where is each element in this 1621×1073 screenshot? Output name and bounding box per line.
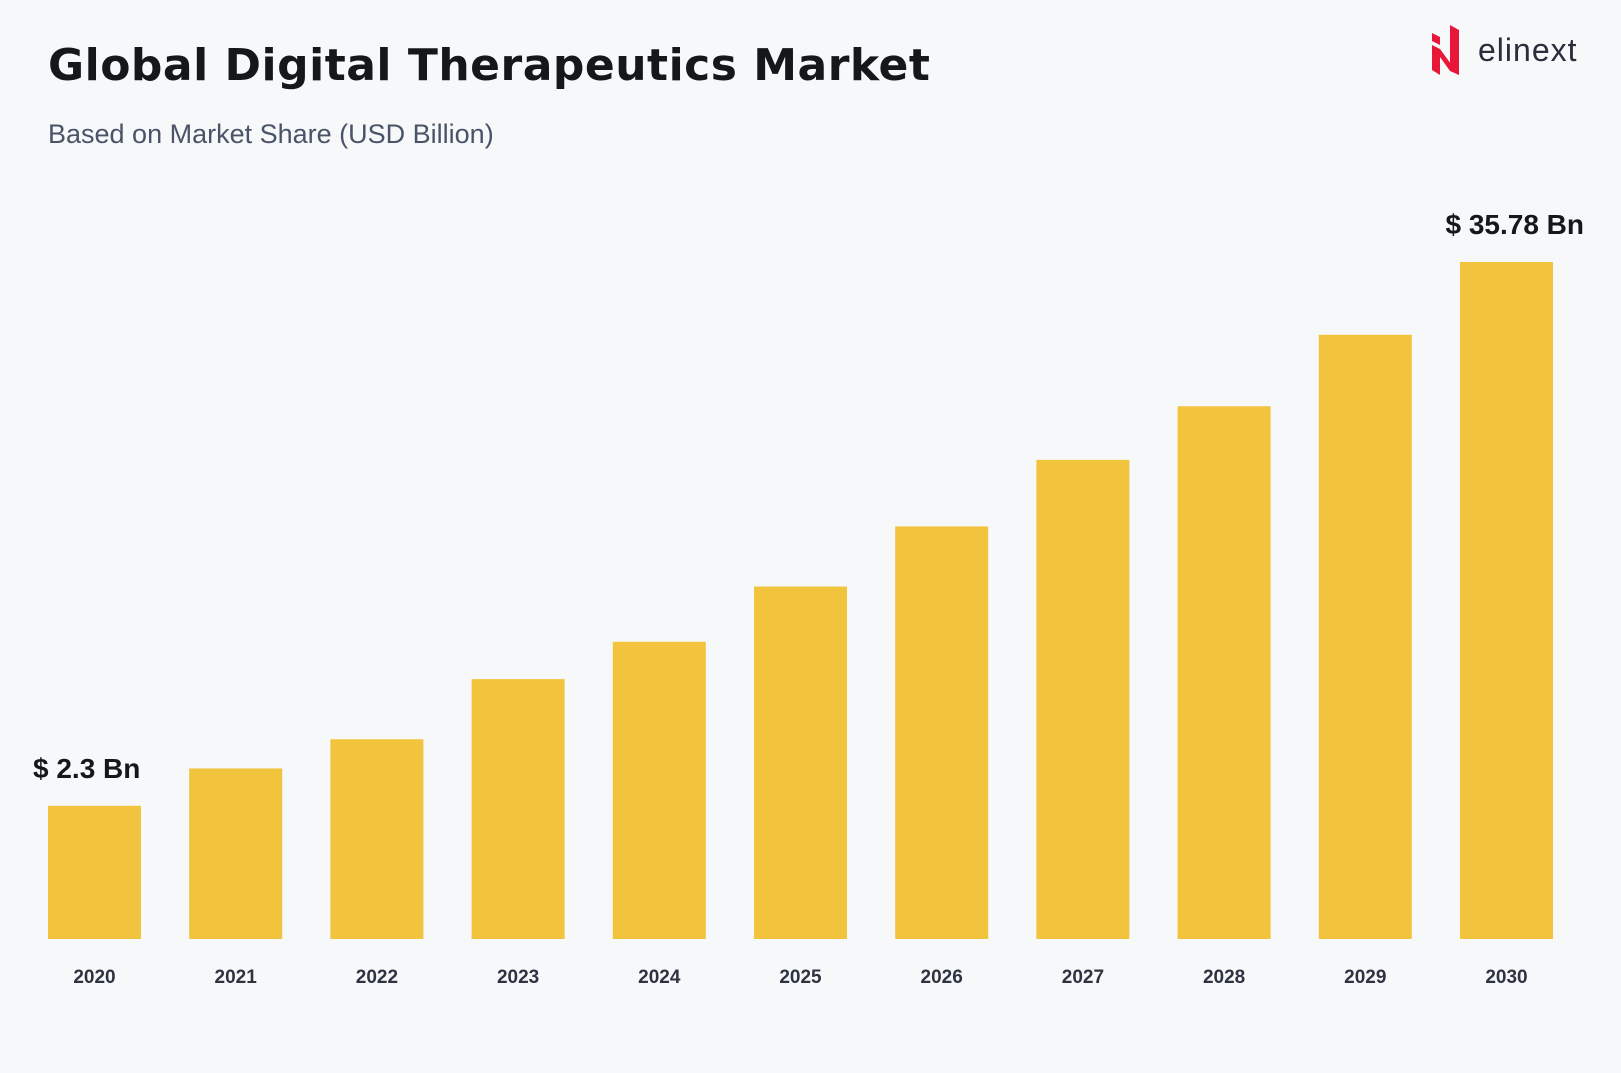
chart-title: Global Digital Therapeutics Market <box>48 40 931 91</box>
x-tick-label: 2023 <box>497 967 539 988</box>
bar-2028 <box>1177 406 1271 939</box>
x-tick-label: 2022 <box>356 967 398 988</box>
elinext-logo: elinext <box>1432 22 1578 78</box>
bar-2023 <box>471 679 565 939</box>
elinext-logo-icon <box>1432 25 1459 75</box>
data-label-2030: $ 35.78 Bn <box>1445 209 1584 240</box>
x-tick-label: 2028 <box>1203 967 1245 988</box>
x-tick-label: 2021 <box>215 967 258 988</box>
bar-2027 <box>1036 459 1130 939</box>
chart-subtitle: Based on Market Share (USD Billion) <box>48 119 494 149</box>
bar-2024 <box>612 641 706 939</box>
x-tick-label: 2025 <box>779 967 822 988</box>
bar-2022 <box>330 739 424 939</box>
bar-2029 <box>1318 334 1412 939</box>
bar-2020 <box>48 805 141 939</box>
x-tick-label: 2027 <box>1062 967 1104 988</box>
data-label-2020: $ 2.3 Bn <box>33 753 140 784</box>
bar-2026 <box>895 526 989 939</box>
x-tick-label: 2024 <box>638 967 681 988</box>
x-tick-label: 2020 <box>73 967 115 988</box>
x-tick-label: 2026 <box>921 967 963 988</box>
bar-2025 <box>754 586 847 939</box>
x-tick-label: 2030 <box>1485 967 1527 988</box>
bar-2021 <box>189 768 283 939</box>
logo-text: elinext <box>1478 31 1578 68</box>
x-tick-label: 2029 <box>1344 967 1386 988</box>
bar-2030 <box>1460 262 1553 939</box>
